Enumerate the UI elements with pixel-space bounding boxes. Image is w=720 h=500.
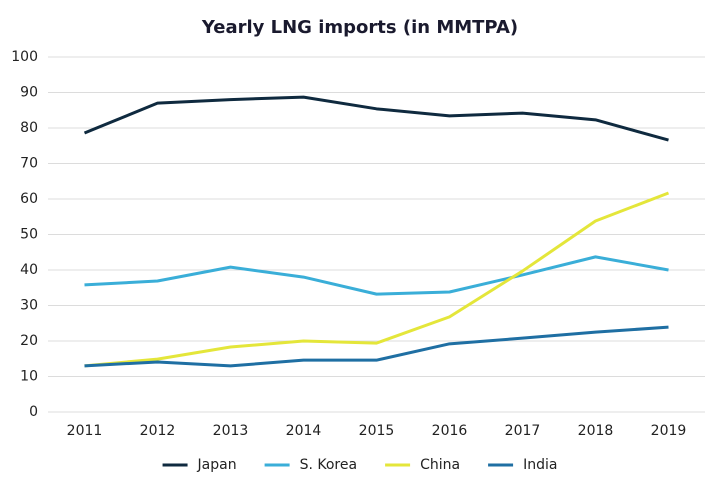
x-tick-label: 2015 (359, 423, 395, 439)
x-tick-label: 2016 (432, 423, 468, 439)
y-tick-label: 90 (20, 85, 38, 101)
x-tick-label: 2017 (505, 423, 541, 439)
series-line (84, 255, 669, 296)
x-tick-label: 2011 (67, 423, 103, 439)
y-tick-label: 10 (20, 369, 38, 385)
y-tick-label: 40 (20, 262, 38, 278)
series-line (84, 325, 669, 368)
x-tick-label: 2019 (651, 423, 687, 439)
y-tick-label: 60 (20, 191, 38, 207)
x-tick-label: 2014 (286, 423, 322, 439)
legend-label: India (523, 457, 557, 473)
y-tick-label: 0 (29, 404, 38, 420)
y-tick-label: 30 (20, 298, 38, 314)
y-tick-label: 80 (20, 120, 38, 136)
legend-label: China (420, 457, 460, 473)
x-tick-label: 2018 (578, 423, 614, 439)
chart-title: Yearly LNG imports (in MMTPA) (201, 17, 518, 38)
legend-label: Japan (197, 457, 237, 473)
y-tick-label: 50 (20, 227, 38, 243)
y-tick-label: 100 (11, 49, 38, 65)
legend-label: S. Korea (300, 457, 357, 473)
series-line (83, 95, 669, 142)
series-line (84, 191, 670, 368)
x-tick-label: 2012 (140, 423, 176, 439)
x-tick-label: 2013 (213, 423, 249, 439)
y-tick-label: 20 (20, 333, 38, 349)
y-tick-label: 70 (20, 156, 38, 172)
